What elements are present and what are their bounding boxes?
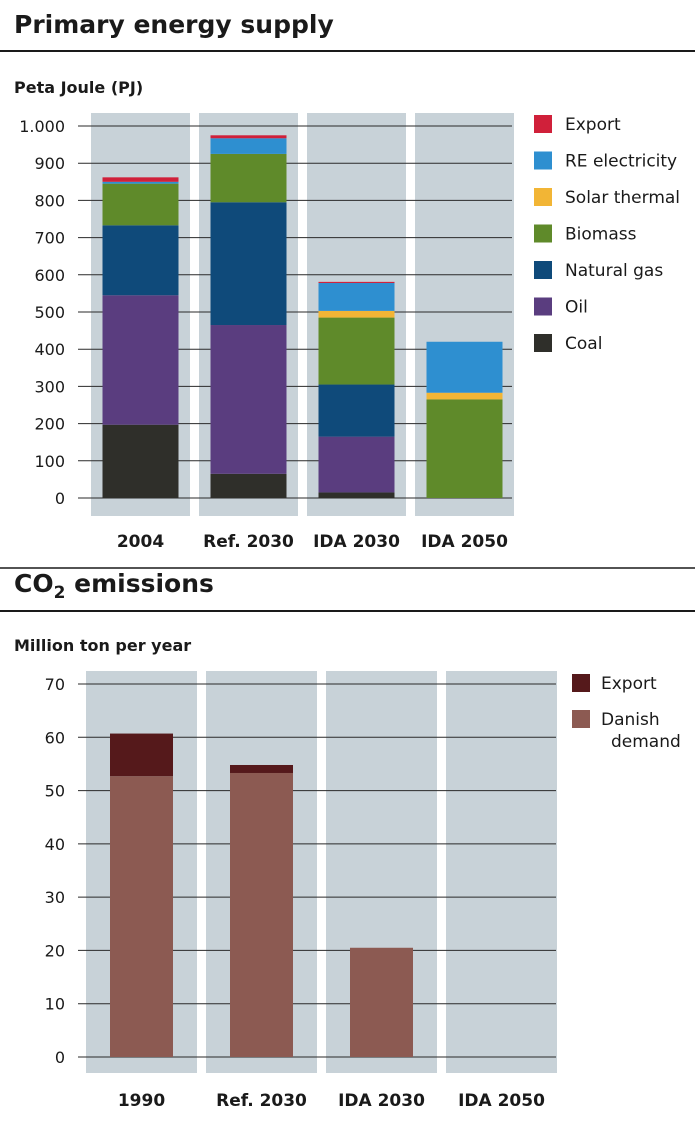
- bar-re-electricity-ida-2050: [426, 341, 503, 393]
- bar-oil-ref-2030: [210, 325, 287, 474]
- y-tick-label: 900: [34, 154, 65, 173]
- y-tick-label: 500: [34, 303, 65, 322]
- bar-danish-demand-1990: [110, 776, 173, 1057]
- legend-label-solar-thermal: Solar thermal: [565, 188, 680, 208]
- primary-energy-chart: Primary energy supply Peta Joule (PJ) 0 100…: [0, 10, 695, 569]
- bar-re-electricity-ida-2030: [318, 282, 395, 311]
- bar-re-electricity-ref-2030: [210, 138, 287, 154]
- bar-coal-2004: [102, 424, 179, 498]
- x-category-label: Ref. 2030: [203, 532, 294, 552]
- y-tick-label: 30: [45, 888, 65, 907]
- bar-biomass-ref-2030: [210, 153, 287, 203]
- chart-title: Primary energy supply: [14, 10, 334, 39]
- legend-label-re-electricity: RE electricity: [565, 152, 677, 172]
- bar-oil-ida-2030: [318, 436, 395, 493]
- bar-natural-gas-2004: [102, 225, 179, 296]
- bar-natural-gas-ref-2030: [210, 202, 287, 326]
- y-tick-label: 0: [55, 489, 65, 508]
- legend-swatch-danish-demand: [572, 710, 590, 728]
- bar-export-2004: [102, 177, 179, 182]
- y-axis-label: Peta Joule (PJ): [14, 78, 143, 97]
- legend-swatch-solar-thermal: [534, 188, 552, 206]
- x-category-label: 2004: [117, 532, 164, 552]
- y-tick-label: 700: [34, 229, 65, 248]
- bar-solar-thermal-ida-2030: [318, 310, 395, 318]
- y-tick-label: 10: [45, 995, 65, 1014]
- x-category-label: IDA 2050: [421, 532, 508, 552]
- legend-label-natural-gas: Natural gas: [565, 261, 663, 281]
- bar-natural-gas-ida-2030: [318, 384, 395, 437]
- y-tick-label: 1.000: [19, 117, 65, 136]
- legend-label-danish-demand: Danish demand: [601, 710, 681, 752]
- legend-swatch-biomass: [534, 224, 552, 243]
- y-tick-label: 20: [45, 941, 65, 960]
- bar-export-ref-2030: [230, 764, 293, 773]
- y-tick-label: 40: [45, 835, 65, 854]
- y-tick-label: 600: [34, 266, 65, 285]
- y-tick-label: 800: [34, 191, 65, 210]
- y-tick-label: 400: [34, 340, 65, 359]
- y-axis-label: Million ton per year: [14, 636, 191, 655]
- legend-swatch-oil: [534, 297, 552, 316]
- y-tick-label: 70: [45, 675, 65, 694]
- bar-danish-demand-ida-2030: [350, 947, 413, 1057]
- legend-swatch-export: [572, 674, 590, 692]
- bar-biomass-ida-2030: [318, 317, 395, 385]
- y-tick-label: 300: [34, 377, 65, 396]
- x-category-label: Ref. 2030: [216, 1091, 307, 1111]
- bar-oil-2004: [102, 295, 179, 425]
- x-category-label: IDA 2050: [458, 1091, 545, 1111]
- y-tick-label: 50: [45, 782, 65, 801]
- category-band-ida-2050: [446, 671, 557, 1073]
- chart-title: CO2 emissions: [14, 569, 214, 603]
- y-tick-label: 100: [34, 452, 65, 471]
- bar-re-electricity-2004: [102, 181, 179, 184]
- legend-label-export: Export: [565, 115, 621, 135]
- y-tick-label: 0: [55, 1048, 65, 1067]
- co2-emissions-chart: CO2 emissions Million ton per year 0 10 20 30…: [0, 569, 695, 1111]
- legend-label-coal: Coal: [565, 334, 602, 354]
- bar-danish-demand-ref-2030: [230, 772, 293, 1057]
- legend-swatch-coal: [534, 334, 552, 352]
- bar-export-ref-2030: [210, 135, 287, 139]
- bar-export-ida-2030: [318, 281, 395, 283]
- y-tick-label: 60: [45, 728, 65, 747]
- bar-coal-ref-2030: [210, 473, 287, 498]
- bar-coal-ida-2030: [318, 492, 395, 498]
- legend-swatch-export: [534, 115, 552, 133]
- legend-label-biomass: Biomass: [565, 225, 637, 245]
- x-category-label: IDA 2030: [338, 1091, 425, 1111]
- bar-biomass-ida-2050: [426, 399, 503, 498]
- legend-swatch-re-electricity: [534, 151, 552, 170]
- x-category-label: 1990: [118, 1091, 165, 1111]
- y-tick-label: 200: [34, 415, 65, 434]
- bar-export-1990: [110, 733, 173, 777]
- x-category-label: IDA 2030: [313, 532, 400, 552]
- legend-label-export: Export: [601, 674, 657, 694]
- legend-label-oil: Oil: [565, 298, 588, 318]
- legend-swatch-natural-gas: [534, 261, 552, 279]
- bar-solar-thermal-ida-2050: [426, 392, 503, 400]
- bar-biomass-2004: [102, 183, 179, 226]
